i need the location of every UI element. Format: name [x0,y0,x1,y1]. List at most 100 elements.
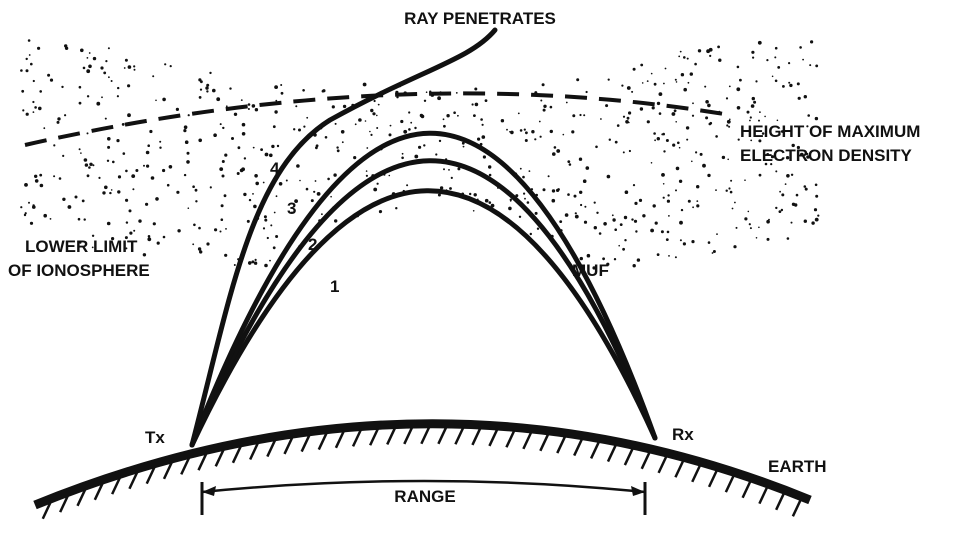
stipple-dot [133,65,136,68]
stipple-dot [125,221,129,224]
stipple-dot [438,139,442,143]
stipple-dot [708,47,713,52]
stipple-dot [88,52,91,54]
stipple-dot [805,152,809,156]
stipple-dot [757,40,762,45]
stipple-dot [243,192,247,197]
stipple-dot [686,57,689,60]
stipple-dot [358,118,362,122]
stipple-dot [583,220,588,224]
stipple-dot [340,130,345,134]
stipple-dot [275,99,278,102]
stipple-dot [47,73,51,77]
stipple-dot [691,114,695,117]
stipple-dot [193,223,196,227]
stipple-dot [78,85,82,89]
stipple-dot [744,217,748,221]
ray-3 [189,130,658,448]
stipple-dot [58,177,62,180]
hatch-line [454,426,465,445]
ray-number: 1 [330,277,339,296]
hatch-line [589,440,601,459]
stipple-dot [264,152,269,157]
stipple-dot [586,253,591,258]
stipple-dot [751,96,755,101]
stipple-dot [482,155,486,159]
stipple-dot [86,69,91,74]
stipple-dot [177,229,181,233]
stipple-dot [749,116,752,119]
stipple-dot [62,154,65,157]
stipple-dot [650,228,654,233]
stipple-dot [241,122,246,127]
stipple-dot [633,219,638,223]
hatch-line [386,426,397,445]
stipple-dot [461,141,465,145]
stipple-dot [20,69,23,72]
stipple-dot [77,217,81,221]
stipple-dot [241,132,246,136]
stipple-dot [86,57,89,59]
stipple-dot [450,176,453,179]
hatch-line [197,452,208,471]
stipple-dot [448,169,450,171]
stipple-dot [790,221,793,224]
stipple-dot [766,59,769,62]
stipple-dot [197,247,202,251]
stipple-dot [192,243,195,246]
stipple-dot [661,173,665,177]
stipple-dot [125,198,129,202]
stipple-dot [270,224,273,227]
stipple-dot [125,247,128,250]
stipple-dot [524,197,526,200]
stipple-dot [89,162,93,166]
stipple-dot [336,149,340,153]
stipple-dot [183,129,187,133]
stipple-dot [313,190,316,193]
stipple-dot [124,236,128,240]
stipple-dot [621,84,624,87]
stipple-dot [125,169,128,173]
stipple-dot [618,244,620,247]
stipple-dot [677,141,680,145]
stipple-dot [220,218,224,221]
stipple-dot [364,120,367,122]
stipple-dot [811,221,815,225]
stipple-dot [186,160,190,164]
stipple-dot [62,197,66,201]
stipple-dot [602,257,605,261]
stipple-dot [619,223,623,227]
stipple-dot [102,191,106,195]
hatch-line [640,451,651,470]
stipple-dot [79,241,82,244]
stipple-dot [624,190,629,194]
stipple-dot [736,65,740,69]
stipple-dot [585,90,588,94]
stipple-dot [542,108,546,112]
stipple-dot [435,153,438,156]
stipple-dot [74,195,78,199]
stipple-dot [543,104,547,109]
stipple-dot [638,198,643,202]
stipple-dot [206,242,210,246]
stipple-dot [373,187,378,192]
stipple-dot [549,105,553,109]
stipple-dot [28,54,31,56]
stipple-dot [678,146,681,149]
stipple-dot [711,252,714,254]
stipple-dot [110,189,113,191]
stipple-dot [790,173,794,176]
hatch-line [180,456,191,475]
stipple-dot [679,220,683,225]
stipple-dot [786,237,790,240]
stipple-dot [490,203,495,208]
stipple-dot [484,198,489,203]
stipple-dot [565,101,568,104]
stipple-dot [628,149,632,153]
stipple-dot [666,230,670,234]
stipple-dot [750,104,755,108]
stipple-dot [774,56,777,59]
stipple-dot [43,127,46,130]
stipple-dot [725,97,729,100]
stipple-dot [365,170,368,172]
